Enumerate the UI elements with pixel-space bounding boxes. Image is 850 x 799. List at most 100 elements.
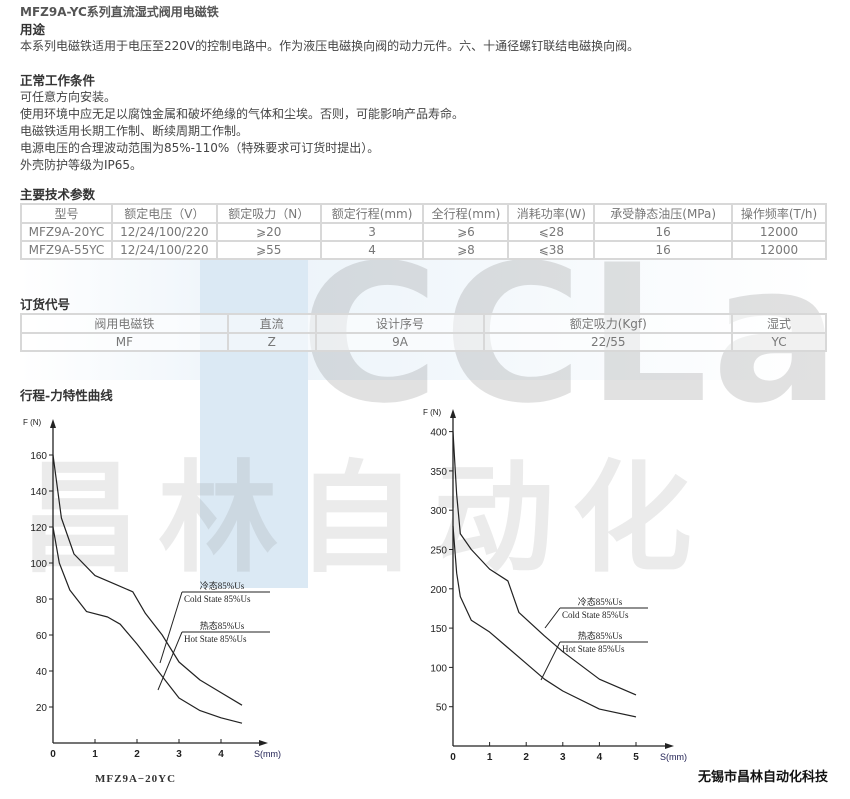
- cell: ⩾55: [215, 240, 322, 260]
- header-cell: 消耗功率(W): [507, 203, 596, 224]
- y-axis-arrow-icon: [50, 419, 56, 428]
- series-line-cold: [52, 454, 243, 706]
- x-axis-arrow-icon: [665, 743, 674, 749]
- usage-text: 本系列电磁铁适用于电压至220V的控制电路中。作为液压电磁换向阀的动力元件。六、…: [20, 39, 640, 53]
- x-tick-label: 5: [633, 752, 639, 763]
- series-line-hot: [452, 525, 637, 718]
- condition-item: 可任意方向安装。: [20, 90, 117, 104]
- conditions-heading: 正常工作条件: [20, 73, 96, 88]
- y-tick-label: 20: [36, 703, 48, 714]
- cell: ⩽38: [507, 240, 596, 260]
- cell: 22/55: [483, 332, 734, 352]
- x-axis-label: S(mm): [254, 749, 281, 759]
- order-heading: 订货代号: [20, 297, 71, 312]
- header-cell: 操作频率(T/h): [731, 203, 827, 224]
- condition-item: 电源电压的合理波动范围为85%-110%（特殊要求可订货时提出）。: [20, 141, 380, 155]
- table-row: MF Z 9A 22/55 YC: [20, 332, 827, 352]
- cell: 16: [593, 222, 734, 242]
- x-tick-label: 4: [597, 752, 603, 763]
- y-tick-label: 250: [430, 546, 447, 557]
- header-cell: 额定电压（V）: [110, 203, 218, 224]
- header-cell: 额定吸力（N）: [215, 203, 322, 224]
- annotation-leader: [540, 641, 561, 681]
- y-tick-label: 50: [436, 703, 448, 714]
- x-axis-label: S(mm): [660, 752, 687, 762]
- y-tick-label: 100: [30, 559, 47, 570]
- x-tick-label: 1: [487, 752, 493, 763]
- cell: 12/24/100/220: [110, 222, 218, 242]
- cell: ⩾8: [422, 240, 510, 260]
- header-cell: 湿式: [731, 313, 827, 334]
- annotation-en: Hot State 85%Us: [562, 644, 625, 654]
- order-code-table: 阀用电磁铁 直流 设计序号 额定吸力(Kgf) 湿式 MF Z 9A 22/55…: [20, 313, 827, 352]
- x-tick-label: 1: [92, 749, 98, 760]
- cell: ⩾6: [422, 222, 510, 242]
- y-tick-label: 40: [36, 667, 48, 678]
- curve-heading: 行程-力特性曲线: [20, 388, 113, 403]
- x-tick-label: 0: [50, 749, 56, 760]
- y-tick-label: 140: [30, 487, 47, 498]
- condition-item: 电磁铁适用长期工作制、断续周期工作制。: [20, 124, 249, 138]
- series-line-hot: [52, 526, 243, 724]
- x-axis-arrow-icon: [259, 740, 268, 746]
- cell: MFZ9A-20YC: [20, 222, 113, 242]
- header-cell: 阀用电磁铁: [20, 313, 229, 334]
- x-tick-label: 0: [450, 752, 456, 763]
- header-cell: 设计序号: [314, 313, 486, 334]
- header-cell: 直流: [226, 313, 317, 334]
- y-tick-label: 350: [430, 467, 447, 478]
- cell: 16: [593, 240, 734, 260]
- company-footer: 无锡市昌林自动化科技: [697, 770, 828, 785]
- header-cell: 型号: [20, 203, 113, 224]
- header-cell: 额定吸力(Kgf): [483, 313, 734, 334]
- x-tick-label: 2: [134, 749, 140, 760]
- table-row: MFZ9A-55YC 12/24/100/220 ⩾55 4 ⩾8 ⩽38 16…: [20, 240, 827, 260]
- cell: 9A: [314, 332, 486, 352]
- params-table: 型号 额定电压（V） 额定吸力（N） 额定行程(mm) 全行程(mm) 消耗功率…: [20, 203, 827, 260]
- y-tick-label: 80: [36, 595, 48, 606]
- table-header-row: 型号 额定电压（V） 额定吸力（N） 额定行程(mm) 全行程(mm) 消耗功率…: [20, 203, 827, 224]
- annotation-leader: [544, 607, 561, 629]
- y-tick-label: 400: [430, 428, 447, 439]
- y-tick-label: 100: [430, 663, 447, 674]
- cell: YC: [731, 332, 827, 352]
- y-axis-label: F (N): [423, 408, 442, 417]
- cell: ⩾20: [215, 222, 322, 242]
- chart-title: MFZ9A−20YC: [95, 773, 176, 785]
- x-tick-label: 3: [176, 749, 182, 760]
- y-tick-label: 60: [36, 631, 48, 642]
- annotation-en: Hot State 85%Us: [184, 634, 247, 644]
- cell: 3: [319, 222, 425, 242]
- y-axis-label: F (N): [23, 418, 42, 427]
- annotation-cn: 冷态85%Us: [578, 596, 623, 607]
- series-line-cold: [452, 431, 637, 696]
- cell: 12000: [731, 240, 827, 260]
- condition-item: 外壳防护等级为IP65。: [20, 158, 143, 172]
- cell: 12/24/100/220: [110, 240, 218, 260]
- annotation-en: Cold State 85%Us: [562, 610, 629, 620]
- header-cell: 全行程(mm): [422, 203, 510, 224]
- cell: Z: [226, 332, 317, 352]
- cell: ⩽28: [507, 222, 596, 242]
- params-heading: 主要技术参数: [20, 187, 96, 202]
- y-axis-arrow-icon: [450, 409, 456, 418]
- page-title: MFZ9A-YC系列直流湿式阀用电磁铁: [20, 5, 219, 19]
- x-tick-label: 2: [523, 752, 529, 763]
- annotation-leader: [159, 591, 183, 664]
- annotation-en: Cold State 85%Us: [184, 594, 251, 604]
- y-tick-label: 160: [30, 451, 47, 462]
- x-tick-label: 4: [218, 749, 224, 760]
- y-tick-label: 120: [30, 523, 47, 534]
- y-tick-label: 300: [430, 506, 447, 517]
- header-cell: 额定行程(mm): [319, 203, 425, 224]
- y-tick-label: 150: [430, 624, 447, 635]
- table-header-row: 阀用电磁铁 直流 设计序号 额定吸力(Kgf) 湿式: [20, 313, 827, 334]
- y-tick-label: 200: [430, 585, 447, 596]
- annotation-cn: 热态85%Us: [578, 630, 623, 641]
- header-cell: 承受静态油压(MPa): [593, 203, 734, 224]
- annotation-cn: 冷态85%Us: [200, 580, 245, 591]
- cell: 12000: [731, 222, 827, 242]
- annotation-leader: [157, 631, 183, 691]
- document-text: MFZ9A-YC系列直流湿式阀用电磁铁 用途 本系列电磁铁适用于电压至220V的…: [20, 4, 639, 174]
- condition-item: 使用环境中应无足以腐蚀金属和破坏绝缘的气体和尘埃。否则，可能影响产品寿命。: [20, 107, 465, 121]
